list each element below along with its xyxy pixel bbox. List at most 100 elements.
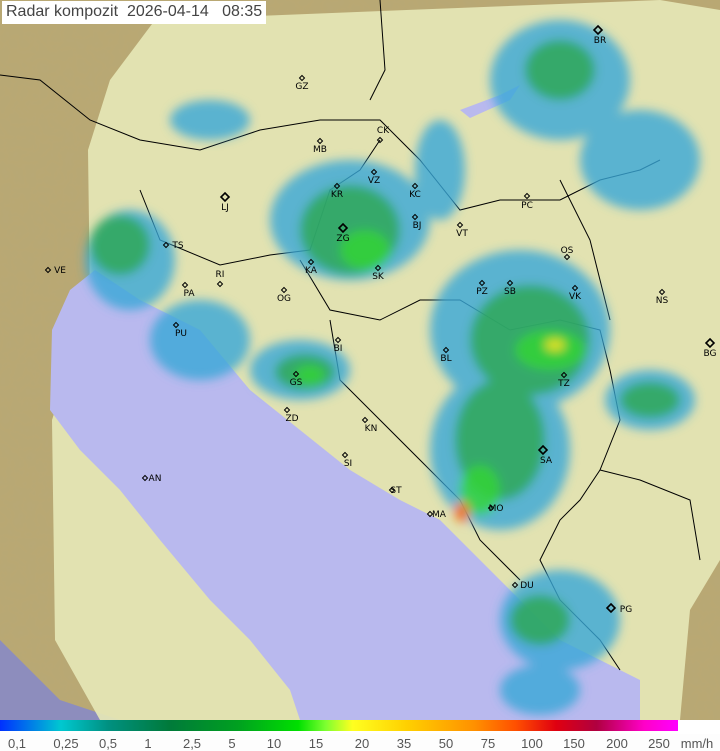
city-label: SK [372, 272, 385, 282]
city-mb: MB [313, 137, 327, 155]
city-vz: VZ [368, 168, 380, 186]
adriatic-sea [50, 270, 640, 720]
city-kc: KC [409, 182, 421, 200]
city-lj: LJ [219, 191, 231, 213]
city-ve: VE [44, 266, 66, 276]
city-label: ZD [285, 414, 298, 424]
city-label: DU [520, 581, 534, 591]
legend-value: 35 [396, 736, 412, 751]
city-marker-icon [560, 371, 568, 379]
city-bg: BG [704, 337, 717, 359]
legend-value: 1 [144, 736, 152, 751]
city-tz: TZ [557, 371, 570, 389]
city-marker-icon [280, 286, 288, 294]
city-marker-icon [478, 279, 486, 287]
city-ck: CK [376, 126, 390, 144]
city-marker-icon [283, 406, 291, 414]
legend-value: 150 [563, 736, 585, 751]
city-marker-icon [658, 288, 666, 296]
city-label: KA [305, 266, 318, 276]
city-label: OS [561, 246, 574, 256]
city-marker-icon [333, 182, 341, 190]
city-label: TS [171, 241, 183, 251]
city-zg: ZG [336, 222, 350, 244]
city-marker-icon [219, 191, 231, 203]
city-label: OG [277, 294, 291, 304]
city-pa: PA [181, 281, 195, 299]
title-date: 2026-04-14 [126, 3, 209, 20]
city-label: KC [409, 190, 421, 200]
city-pg: PG [605, 602, 632, 615]
legend-value: 250 [648, 736, 670, 751]
city-marker-icon [571, 284, 579, 292]
city-marker-icon [487, 504, 495, 512]
city-ma: MA [426, 510, 447, 520]
legend-value: 0,1 [7, 736, 27, 751]
city-st: ST [388, 486, 402, 496]
city-marker-icon [298, 74, 306, 82]
city-label: ST [390, 486, 402, 496]
city-marker-icon [44, 266, 52, 274]
city-marker-icon [341, 451, 349, 459]
city-marker-icon [172, 321, 180, 329]
city-bj: BJ [411, 213, 422, 231]
city-marker-icon [563, 253, 571, 261]
legend-value: 75 [480, 736, 496, 751]
city-marker-icon [181, 281, 189, 289]
city-label: CK [377, 126, 390, 136]
legend-value: 5 [228, 736, 236, 751]
city-label: PA [183, 289, 195, 299]
city-og: OG [277, 286, 291, 304]
city-marker-icon [511, 581, 519, 589]
radar-map[interactable]: GZ MB CK VZ KR LJ KC PC BJ ZG VT TS RI KA SK OS PA PZ SB VK… [0, 0, 720, 720]
title-product: Radar kompozit [6, 3, 119, 20]
city-marker-icon [307, 258, 315, 266]
city-marker-icon [376, 136, 384, 144]
legend-value: 20 [354, 736, 370, 751]
city-marker-icon [292, 370, 300, 378]
city-label: BJ [413, 221, 422, 231]
city-label: ZG [336, 234, 349, 244]
city-ka: KA [305, 258, 318, 276]
city-marker-icon [456, 221, 464, 229]
city-label: BL [440, 354, 451, 364]
precipitation-echoes [85, 20, 700, 715]
city-du: DU [511, 581, 534, 591]
sea-outside-coverage [0, 640, 120, 720]
city-vk: VK [569, 284, 582, 302]
city-label: BG [704, 349, 717, 359]
city-label: PG [620, 605, 632, 615]
city-label: SA [540, 456, 553, 466]
city-label: PU [175, 329, 187, 339]
city-label: VK [569, 292, 582, 302]
city-marker-icon [316, 137, 324, 145]
city-label: AN [149, 474, 162, 484]
city-label: BR [594, 36, 606, 46]
city-label: MA [432, 510, 447, 520]
city-label: TZ [557, 379, 570, 389]
city-sk: SK [372, 264, 385, 282]
city-markers: GZ MB CK VZ KR LJ KC PC BJ ZG VT TS RI KA SK OS PA PZ SB VK… [44, 24, 717, 615]
city-pz: PZ [476, 279, 488, 297]
city-sb: SB [504, 279, 516, 297]
city-label: MO [489, 504, 504, 514]
precipitation-color-scale [0, 720, 678, 731]
city-marker-icon [411, 213, 419, 221]
city-label: KN [365, 424, 378, 434]
city-ns: NS [656, 288, 669, 306]
city-marker-icon [704, 337, 716, 349]
legend-value: 0,25 [53, 736, 79, 751]
city-ri: RI [216, 270, 224, 288]
city-bi: BI [334, 336, 342, 354]
city-marker-icon [605, 602, 617, 614]
city-vt: VT [456, 221, 468, 239]
city-label: LJ [221, 203, 229, 213]
city-an: AN [141, 474, 162, 484]
city-marker-icon [370, 168, 378, 176]
city-ts: TS [162, 241, 184, 251]
city-marker-icon [388, 486, 396, 494]
city-pc: PC [521, 192, 533, 211]
legend-value: 15 [308, 736, 324, 751]
city-sa: SA [537, 444, 553, 466]
city-br: BR [592, 24, 606, 46]
